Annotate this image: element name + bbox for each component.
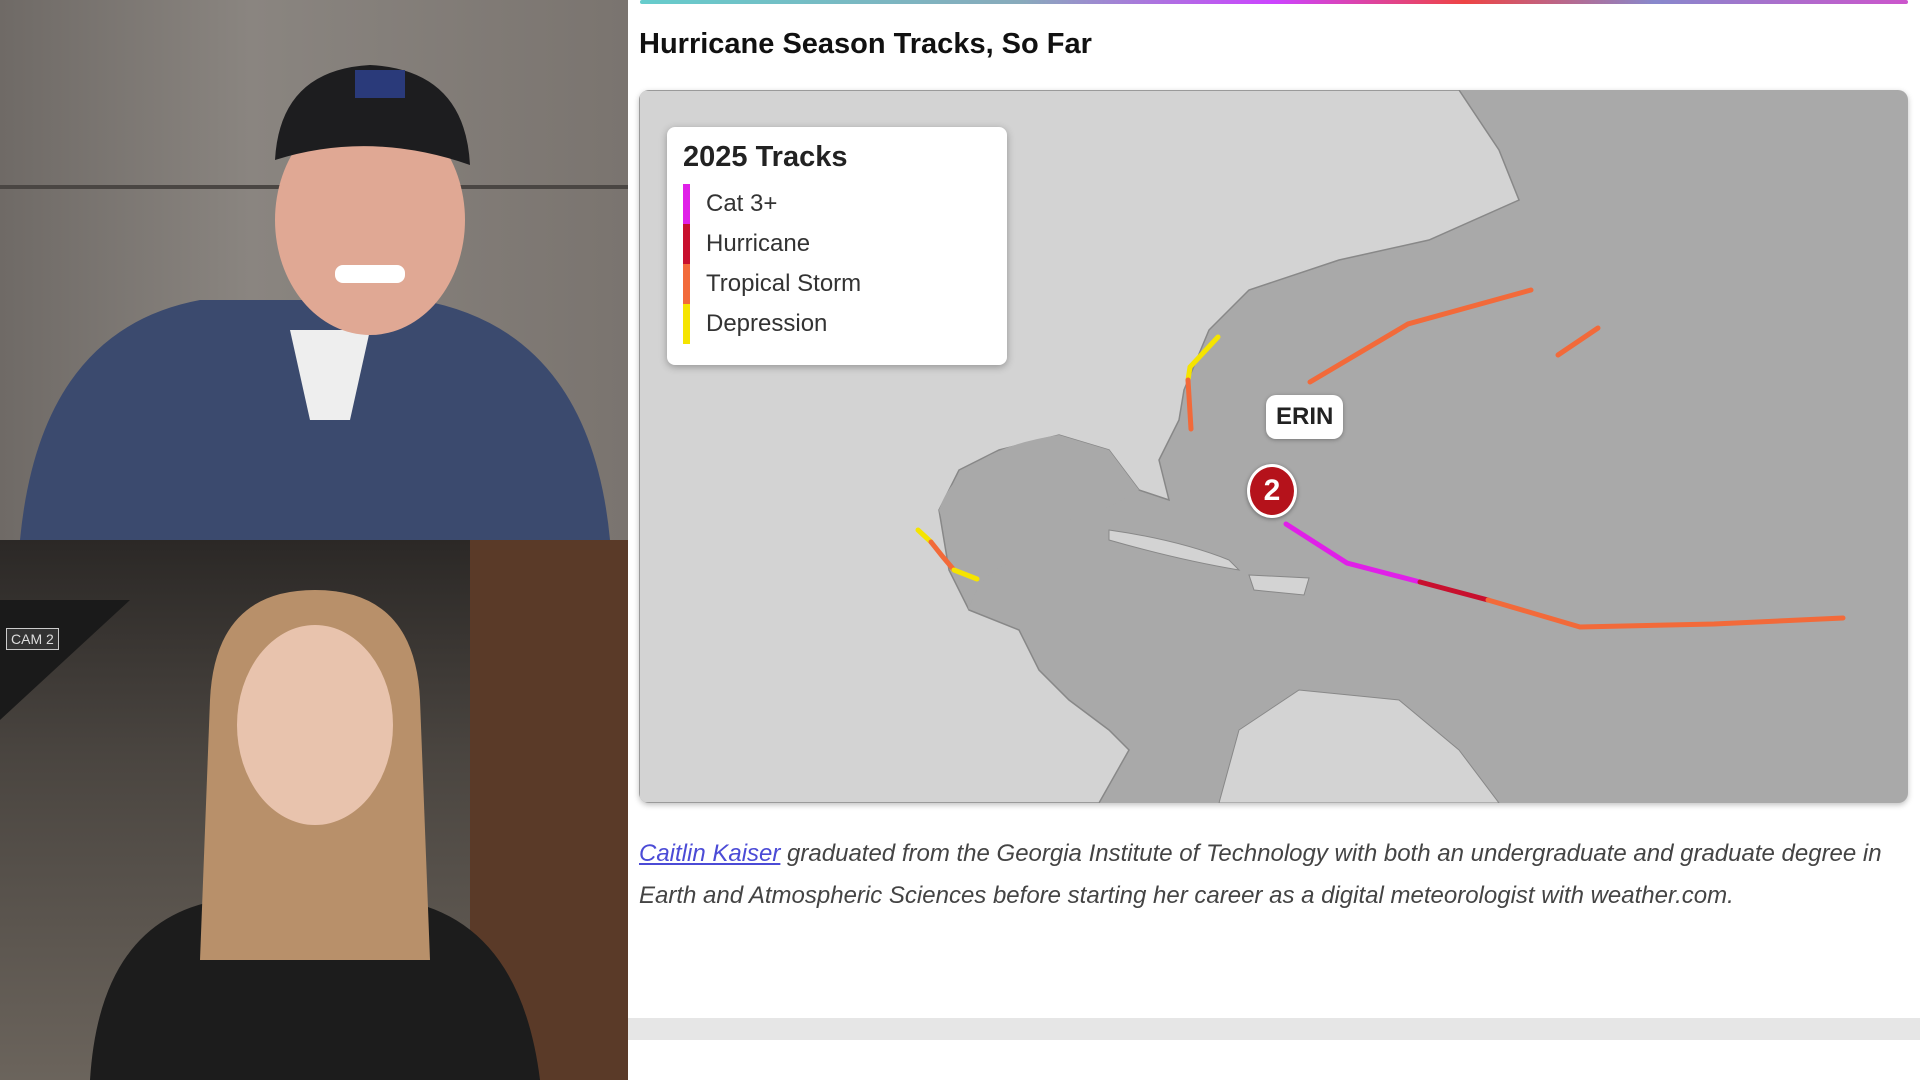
track-mexico-ts [928,539,957,573]
storm-name-label: ERIN [1266,395,1344,439]
legend-item-depression: Depression [683,304,1007,344]
track-atlantic-ts [1307,287,1534,385]
legend-title: 2025 Tracks [683,141,848,173]
track-coast-depression [1185,334,1221,383]
land-south-america [1218,689,1500,803]
camera-label: CAM 2 [6,628,59,650]
author-link[interactable]: Caitlin Kaiser [639,840,781,867]
legend-swatch [683,184,690,224]
track-atlantic-small [1555,325,1601,358]
bio-text: graduated from the Georgia Institute of … [639,840,1882,909]
hurricane-tracks-map[interactable]: 2025 Tracks Cat 3+ Hurricane Tropical St… [639,90,1908,803]
legend-item-tropical-storm: Tropical Storm [683,264,1007,304]
map-legend: 2025 Tracks Cat 3+ Hurricane Tropical St… [667,127,1007,365]
legend-swatch [683,264,690,304]
video-feed-top [0,0,628,540]
track-coast-ts [1185,377,1194,432]
legend-label: Cat 3+ [706,190,778,217]
video-feed-bottom: CAM 2 [0,540,628,1080]
legend-item-hurricane: Hurricane [683,224,1007,264]
color-divider [640,0,1908,4]
page-title: Hurricane Season Tracks, So Far [639,28,1092,60]
legend-swatch [683,224,690,264]
presenter-male-image [0,65,628,540]
legend-item-cat3: Cat 3+ [683,184,1007,224]
track-erin-hurricane [1417,579,1491,603]
hurricane-icon[interactable]: 2 [1247,464,1297,518]
legend-label: Hurricane [706,230,811,257]
section-divider [628,1018,1920,1040]
legend-swatch [683,304,690,344]
land-cuba [1108,529,1241,571]
legend-label: Tropical Storm [706,270,862,297]
track-mexico-depression [915,527,934,545]
presenter-female-image [0,540,628,1080]
track-erin-ts [1485,597,1846,630]
author-bio: Caitlin Kaiser graduated from the Georgi… [639,833,1899,917]
land-hispaniola [1248,574,1310,596]
legend-label: Depression [706,310,828,337]
track-erin-cat3 [1283,521,1423,585]
track-mexico-depression-2 [951,567,980,582]
land-gulf [939,435,1139,610]
